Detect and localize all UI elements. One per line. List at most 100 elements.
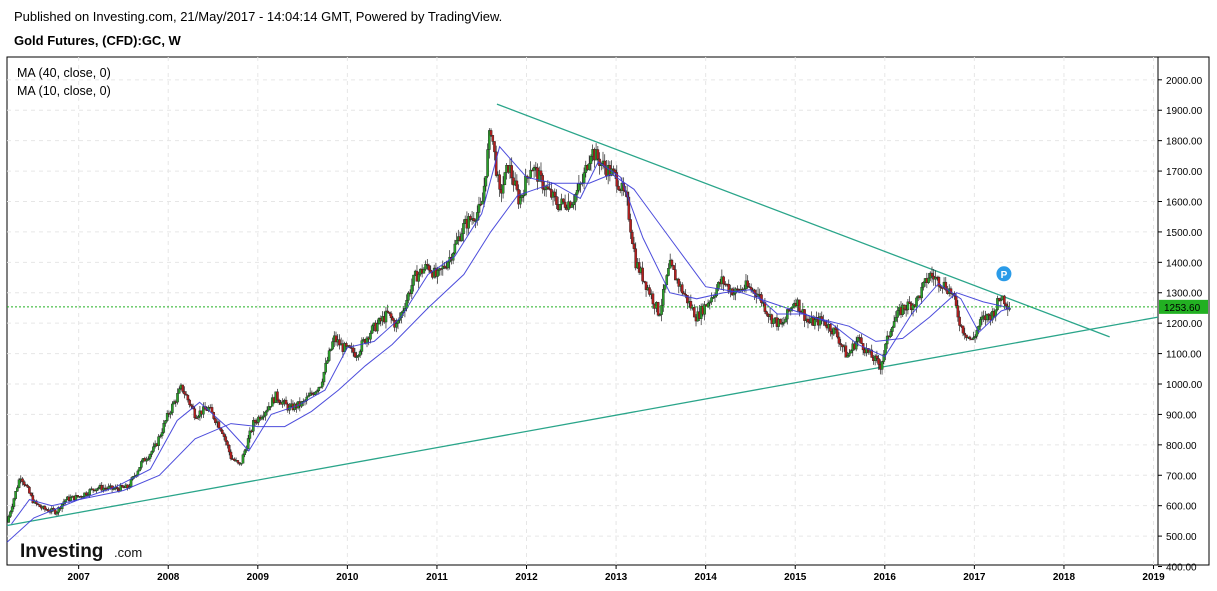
candle-down	[835, 329, 839, 338]
candle-up	[317, 387, 321, 392]
candle-down	[844, 345, 848, 358]
candle-down	[968, 336, 972, 340]
candle-up	[892, 321, 896, 328]
candle-down	[958, 316, 961, 326]
candle-down	[612, 168, 615, 171]
candle-down	[47, 509, 50, 512]
candle-down	[643, 280, 646, 283]
logo-brand: Investing	[20, 541, 103, 562]
candle-down	[255, 422, 259, 424]
y-tick-label: 1100.00	[1166, 350, 1202, 361]
candle-up	[107, 486, 110, 490]
candle-down	[277, 399, 281, 403]
y-tick-label: 700.00	[1166, 471, 1197, 482]
candle-up	[462, 223, 465, 235]
candle-up	[176, 393, 179, 403]
candle-down	[641, 267, 644, 282]
candle-down	[965, 334, 968, 338]
investing-logo: Investing .com	[20, 541, 142, 562]
candle-up	[446, 261, 450, 269]
candle-up	[711, 297, 715, 299]
x-tick-label: 2014	[695, 572, 718, 583]
candle-up	[260, 416, 264, 420]
candle-down	[727, 284, 731, 292]
y-tick-label: 1900.00	[1166, 106, 1203, 117]
candle-up	[412, 274, 415, 286]
candle-up	[889, 331, 892, 337]
candle-up	[467, 216, 470, 229]
candle-up	[7, 516, 11, 523]
legend-ma10: MA (10, close, 0)	[17, 84, 111, 98]
candle-down	[637, 262, 641, 273]
candle-down	[615, 172, 619, 187]
candle-up	[69, 497, 73, 501]
candle-up	[884, 343, 887, 355]
candle-up	[537, 170, 541, 182]
candle-up	[894, 317, 898, 322]
y-tick-label: 1400.00	[1166, 258, 1203, 269]
candle-down	[870, 349, 874, 358]
candle-up	[95, 488, 98, 492]
candle-down	[29, 493, 33, 496]
x-tick-label: 2016	[874, 572, 897, 583]
candle-up	[16, 487, 19, 492]
candle-up	[327, 350, 331, 361]
candle-up	[972, 337, 975, 340]
event-marker-badge	[996, 266, 1012, 282]
candle-down	[351, 347, 355, 353]
candle-down	[472, 218, 476, 221]
candle-down	[498, 174, 501, 190]
candle-up	[977, 326, 980, 331]
candle-up	[661, 289, 665, 306]
candle-up	[529, 169, 532, 178]
candle-up	[370, 325, 374, 334]
candle-up	[136, 470, 140, 476]
candle-down	[837, 336, 841, 344]
candle-up	[708, 301, 712, 304]
y-tick-label: 800.00	[1166, 441, 1197, 452]
candle-up	[9, 511, 12, 517]
candle-down	[644, 281, 648, 290]
candle-down	[236, 460, 240, 463]
candle-down	[222, 433, 226, 437]
candle-up	[145, 459, 148, 462]
candle-up	[891, 327, 894, 332]
trendline	[496, 103, 1110, 338]
candle-down	[391, 317, 395, 321]
candle-down	[443, 265, 446, 268]
candle-down	[686, 294, 689, 304]
candle-up	[978, 319, 982, 327]
candle-down	[541, 175, 545, 190]
candle-up	[780, 323, 784, 325]
x-tick-label: 2009	[247, 572, 270, 583]
x-tick-label: 2019	[1142, 572, 1165, 583]
x-tick-label: 2011	[426, 572, 448, 583]
event-marker[interactable]: P	[996, 266, 1012, 282]
candle-down	[546, 186, 550, 189]
candle-down	[195, 417, 198, 420]
candle-down	[389, 313, 393, 319]
candle-up	[202, 406, 205, 415]
candle-down	[183, 391, 186, 395]
candle-down	[353, 352, 357, 358]
y-tick-label: 2000.00	[1166, 76, 1203, 87]
x-tick-label: 2008	[157, 572, 180, 583]
candle-down	[91, 488, 95, 491]
candle-down	[276, 391, 279, 401]
candle-down	[997, 298, 1001, 301]
candle-down	[939, 286, 942, 288]
candle-down	[386, 310, 389, 313]
candle-down	[877, 358, 880, 365]
candle-up	[477, 203, 481, 213]
candle-down	[765, 311, 768, 315]
candle-up	[241, 454, 245, 464]
candle-down	[210, 407, 214, 413]
candle-up	[589, 156, 593, 164]
candle-up	[455, 240, 458, 245]
candle-down	[539, 170, 543, 176]
candle-up	[150, 451, 153, 455]
candle-up	[329, 348, 333, 351]
candle-up	[901, 304, 905, 315]
candle-up	[88, 489, 91, 495]
